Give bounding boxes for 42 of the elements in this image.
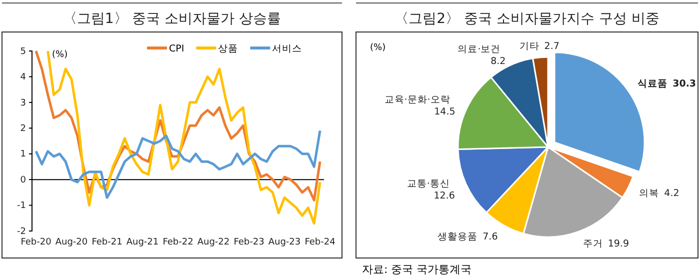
slice-label: 교통·통신 (406, 178, 450, 190)
slice-label: 교육·문화·오락 (384, 94, 450, 106)
slice-label: 주거 (582, 238, 603, 250)
x-tick-label: Feb-20 (20, 237, 52, 248)
chart-title: 〈그림1〉 중국 소비자물가 상승률 (62, 11, 282, 27)
data-label: 19.9 (608, 238, 630, 250)
y-tick-label: 5 (20, 46, 26, 57)
x-tick-label: Feb-22 (162, 237, 194, 248)
x-tick-label: Aug-20 (55, 237, 88, 248)
legend-label: CPI (169, 44, 184, 54)
text: (%) (370, 43, 386, 53)
data-label: 7.6 (482, 231, 498, 242)
x-tick-label: Feb-21 (92, 237, 122, 248)
y-tick-label: 4 (20, 72, 26, 83)
y-tick-label: 3 (20, 98, 26, 108)
text: 자료: 중국 국가통계국 (362, 263, 472, 276)
line-series (34, 129, 322, 199)
y-tick-label: 1 (20, 150, 26, 160)
slice-label: 식료품 (638, 78, 668, 90)
data-label: 4.2 (664, 188, 680, 200)
data-label: 30.3 (672, 78, 696, 90)
x-tick-label: Feb-23 (234, 237, 264, 248)
legend-label: 상품 (218, 44, 238, 54)
data-label: 12.6 (434, 190, 455, 202)
y-tick-label: -1 (17, 201, 26, 212)
slice-label: 생활용품 (438, 231, 478, 242)
legend-label: 서비스 (272, 44, 302, 54)
y-tick-label: 2 (20, 124, 26, 134)
y-tick-label: 0 (20, 175, 26, 186)
x-tick-label: Aug-22 (197, 237, 230, 248)
slice-label: 의복 (639, 188, 660, 200)
data-label: 14.5 (434, 106, 456, 118)
x-tick-label: Aug-23 (268, 237, 301, 248)
data-label: 2.7 (544, 40, 560, 52)
y-tick-label: -2 (17, 226, 26, 237)
chart-title: 〈그림2〉 중국 소비자물가지수 구성 비중 (394, 11, 660, 27)
slice-label: 의료·보건 (458, 44, 501, 56)
slice-label: 기타 (519, 40, 540, 52)
x-tick-label: Feb-24 (304, 237, 336, 248)
y-axis-title: (%) (52, 50, 68, 60)
data-label: 8.2 (490, 56, 506, 68)
x-tick-label: Aug-21 (126, 237, 159, 248)
